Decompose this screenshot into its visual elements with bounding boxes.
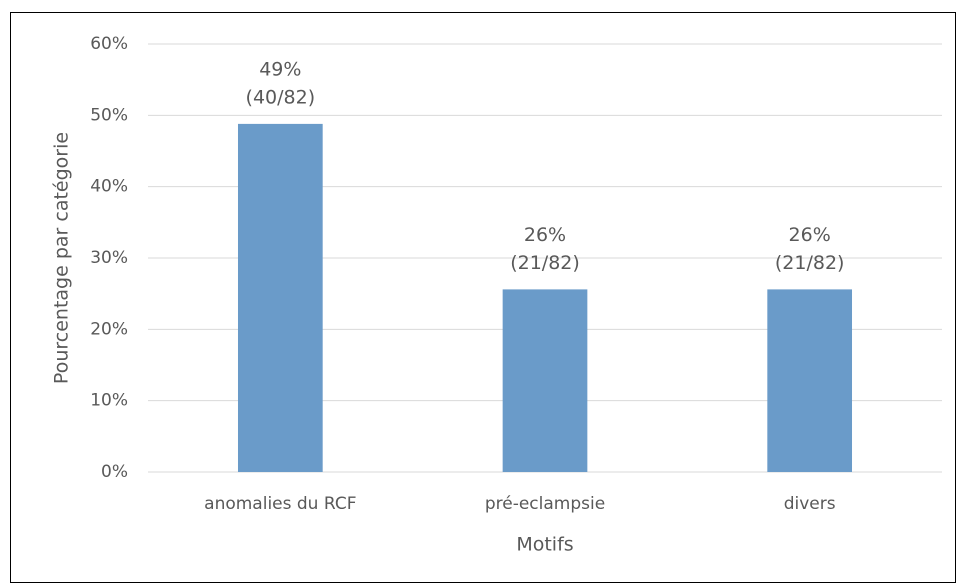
x-tick-label: divers [784, 494, 836, 514]
y-tick-label: 50% [90, 105, 128, 125]
bar [237, 123, 323, 472]
value-label: 26% [524, 224, 566, 246]
y-tick-label: 10% [90, 391, 128, 411]
count-label: (40/82) [246, 86, 316, 108]
value-label: 26% [789, 224, 831, 246]
y-tick-label: 30% [90, 248, 128, 268]
x-axis-title: Motifs [516, 534, 573, 556]
y-tick-label: 20% [90, 319, 128, 339]
value-label: 49% [259, 58, 301, 80]
y-axis-title: Pourcentage par catégorie [51, 132, 73, 384]
x-tick-label: pré-eclampsie [485, 494, 605, 514]
y-tick-label: 0% [101, 462, 128, 482]
x-tick-label: anomalies du RCF [204, 494, 356, 514]
count-label: (21/82) [510, 252, 580, 274]
y-tick-label: 60% [90, 34, 128, 54]
count-label: (21/82) [775, 252, 845, 274]
bar [502, 289, 588, 472]
bar [767, 289, 853, 472]
y-tick-label: 40% [90, 177, 128, 197]
